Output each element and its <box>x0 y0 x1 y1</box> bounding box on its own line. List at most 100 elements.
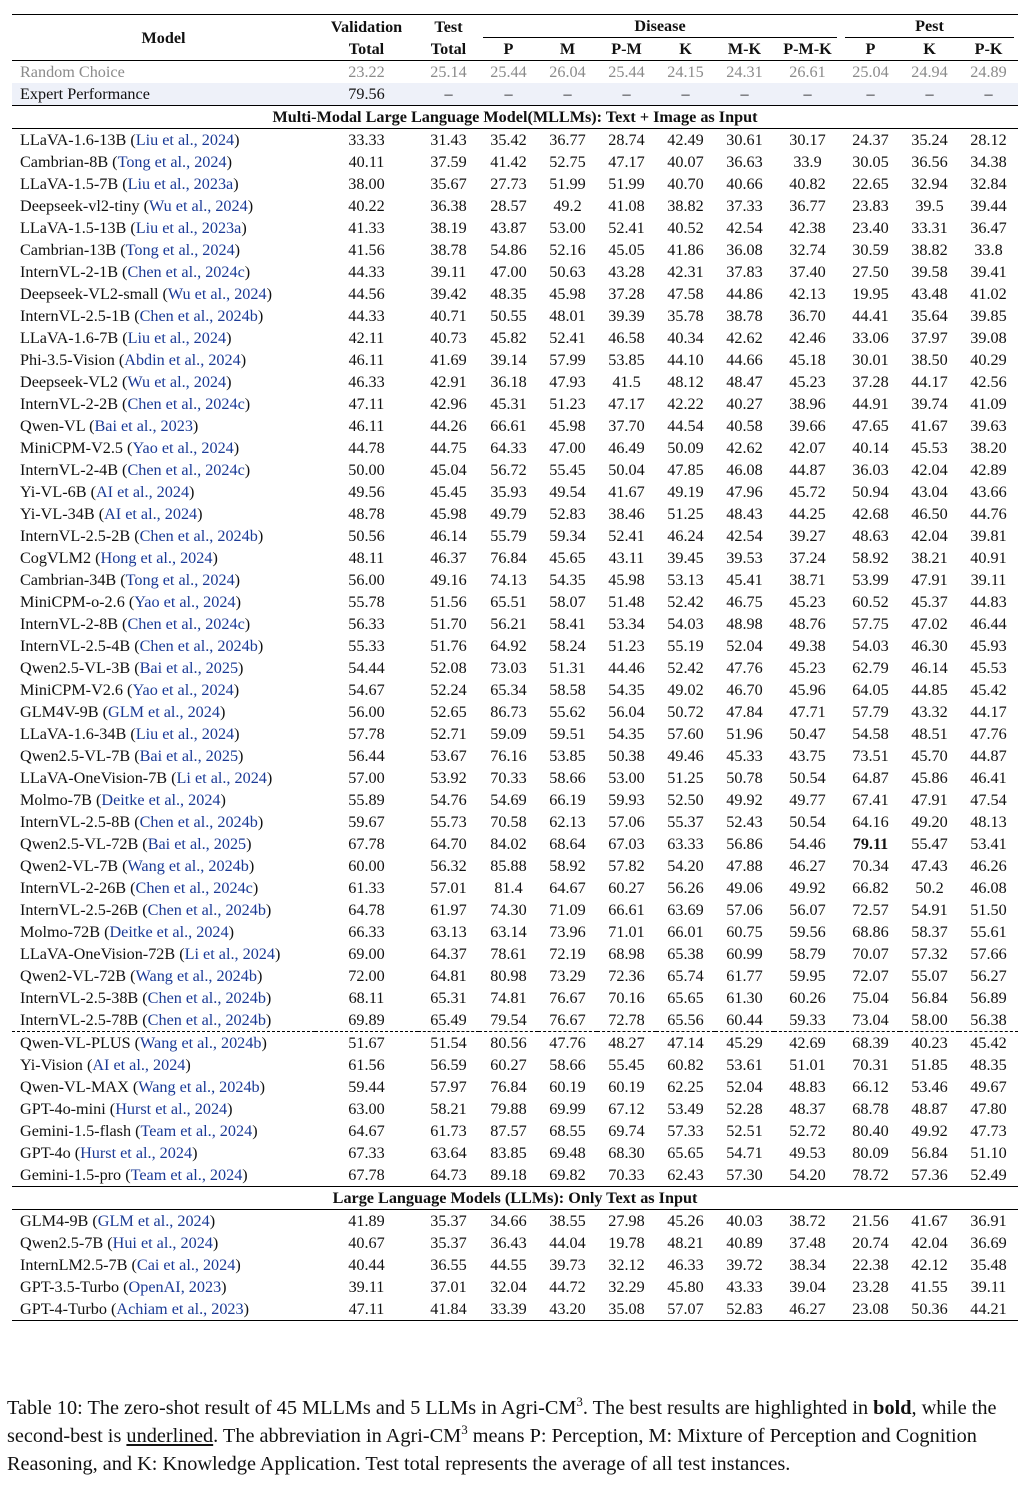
score-cell: 45.23 <box>789 659 826 677</box>
citation-link[interactable]: Yao et al., 2024 <box>134 593 236 611</box>
citation-link[interactable]: Liu et al., 2023a <box>135 219 242 237</box>
model-cell: Yi-Vision (AI et al., 2024) <box>20 1056 191 1074</box>
score-cell: 39.11 <box>348 1278 385 1296</box>
score-cell: 51.10 <box>970 1144 1007 1162</box>
score-cell: 61.73 <box>430 1122 467 1140</box>
model-name: InternVL-2.5-1B <box>20 307 131 325</box>
score-cell: 63.00 <box>348 1100 385 1118</box>
score-cell: 50.55 <box>490 307 527 325</box>
score-cell: 54.35 <box>608 681 645 699</box>
score-cell: 53.34 <box>608 615 645 633</box>
citation-link[interactable]: Deitke et al., 2024 <box>109 923 229 941</box>
citation-link[interactable]: Chen et al., 2024b <box>147 1011 266 1029</box>
score-cell: 55.47 <box>911 835 948 853</box>
model-name: Qwen2-VL-7B <box>20 857 119 875</box>
citation-link[interactable]: Team et al., 2024 <box>140 1122 253 1140</box>
score-cell: 47.80 <box>970 1100 1007 1118</box>
citation-link[interactable]: GLM et al., 2024 <box>108 703 220 721</box>
score-cell: 53.00 <box>549 219 586 237</box>
score-cell: 38.55 <box>549 1212 586 1230</box>
citation-link[interactable]: Cai et al., 2024 <box>136 1256 236 1274</box>
citation-link[interactable]: Wang et al., 2024b <box>138 1078 260 1096</box>
citation-link[interactable]: OpenAI, 2023 <box>128 1278 222 1296</box>
citation-link[interactable]: Team et al., 2024 <box>130 1166 243 1184</box>
header-disease-m-k: M-K <box>727 40 762 58</box>
score-cell: 40.58 <box>726 417 763 435</box>
citation-link[interactable]: Chen et al., 2024c <box>135 879 253 897</box>
citation-link[interactable]: Chen et al., 2024b <box>147 989 266 1007</box>
citation-link[interactable]: Chen et al., 2024c <box>127 395 245 413</box>
citation-link[interactable]: Liu et al., 2024 <box>135 131 235 149</box>
citation-link[interactable]: Tong et al., 2024 <box>125 571 235 589</box>
citation-link[interactable]: Achiam et al., 2023 <box>116 1300 244 1318</box>
citation-link[interactable]: Bai et al., 2025 <box>139 659 239 677</box>
citation-link[interactable]: Liu et al., 2024 <box>127 329 227 347</box>
score-cell: 69.99 <box>549 1100 586 1118</box>
citation-link[interactable]: Liu et al., 2023a <box>127 175 234 193</box>
score-cell: 79.54 <box>490 1011 527 1029</box>
citation-link[interactable]: Li et al., 2024 <box>184 945 275 963</box>
citation-link[interactable]: AI et al., 2024 <box>92 1056 186 1074</box>
citation-link[interactable]: Tong et al., 2024 <box>125 241 235 259</box>
score-cell: 30.61 <box>726 131 763 149</box>
citation-link[interactable]: Chen et al., 2024c <box>127 615 245 633</box>
citation-link[interactable]: AI et al., 2024 <box>104 505 198 523</box>
citation-link[interactable]: Wu et al., 2024 <box>149 197 248 215</box>
table-row: Qwen2.5-VL-7B (Bai et al., 2025) 56.44 53.… <box>12 745 1018 767</box>
citation-link[interactable]: Chen et al., 2024b <box>147 901 266 919</box>
model-name: LLaVA-1.5-7B <box>20 175 119 193</box>
score-cell: 38.96 <box>789 395 826 413</box>
score-cell: 24.31 <box>715 60 774 83</box>
citation-link[interactable]: Wang et al., 2024b <box>127 857 249 875</box>
score-cell: 65.38 <box>667 945 704 963</box>
citation-link[interactable]: Bai et al., 2025 <box>139 747 239 765</box>
citation-link[interactable]: Chen et al., 2024b <box>139 637 258 655</box>
citation-link[interactable]: Wu et al., 2024 <box>167 285 267 303</box>
score-cell: 53.92 <box>430 769 467 787</box>
citation-link[interactable]: Abdin et al., 2024 <box>124 351 241 369</box>
model-name: InternLM2.5-7B <box>20 1256 128 1274</box>
citation-link[interactable]: Chen et al., 2024c <box>127 263 245 281</box>
score-cell: 59.09 <box>490 725 527 743</box>
score-cell: 80.40 <box>852 1122 889 1140</box>
score-cell: 35.24 <box>911 131 948 149</box>
score-cell: 38.82 <box>911 241 948 259</box>
citation-link[interactable]: Chen et al., 2024b <box>139 307 258 325</box>
citation-link[interactable]: Chen et al., 2024b <box>139 813 258 831</box>
citation-link[interactable]: Wang et al., 2024b <box>135 967 257 985</box>
citation-link[interactable]: Deitke et al., 2024 <box>101 791 221 809</box>
citation-link[interactable]: Tong et al., 2024 <box>117 153 227 171</box>
citation-link[interactable]: Yao et al., 2024 <box>132 439 234 457</box>
score-cell: 44.87 <box>970 747 1007 765</box>
citation-link[interactable]: Hong et al., 2024 <box>100 549 213 567</box>
model-name: Molmo-7B <box>20 791 92 809</box>
citation-link[interactable]: GLM et al., 2024 <box>97 1212 210 1230</box>
citation-link[interactable]: Liu et al., 2024 <box>135 725 235 743</box>
citation-link[interactable]: Wu et al., 2024 <box>127 373 227 391</box>
citation-link[interactable]: Hurst et al., 2024 <box>80 1144 193 1162</box>
table-row: Molmo-72B (Deitke et al., 2024) 66.33 63.1… <box>12 921 1018 943</box>
citation-link[interactable]: Li et al., 2024 <box>176 769 267 787</box>
score-cell: 44.72 <box>549 1278 586 1296</box>
citation-link[interactable]: Wang et al., 2024b <box>140 1034 262 1052</box>
score-cell: 56.07 <box>789 901 826 919</box>
score-cell: 68.55 <box>549 1122 586 1140</box>
score-cell: 52.04 <box>726 1078 763 1096</box>
citation-link[interactable]: AI et al., 2024 <box>95 483 190 501</box>
score-cell: – <box>418 83 479 106</box>
citation-link[interactable]: Yao et al., 2024 <box>132 681 234 699</box>
score-cell: 40.52 <box>667 219 704 237</box>
score-cell: 60.19 <box>608 1078 645 1096</box>
citation-link[interactable]: Bai et al., 2023 <box>94 417 193 435</box>
score-cell: 50.47 <box>789 725 826 743</box>
citation-link[interactable]: Hui et al., 2024 <box>112 1234 213 1252</box>
citation-link[interactable]: Bai et al., 2025 <box>147 835 247 853</box>
score-cell: 25.04 <box>841 60 900 83</box>
score-cell: 76.67 <box>549 1011 586 1029</box>
citation-link[interactable]: Hurst et al., 2024 <box>115 1100 228 1118</box>
score-cell: 56.38 <box>970 1011 1007 1029</box>
citation-link[interactable]: Chen et al., 2024c <box>127 461 245 479</box>
citation-link[interactable]: Chen et al., 2024b <box>139 527 258 545</box>
score-cell: 58.66 <box>549 1056 586 1074</box>
score-cell: 23.83 <box>852 197 889 215</box>
